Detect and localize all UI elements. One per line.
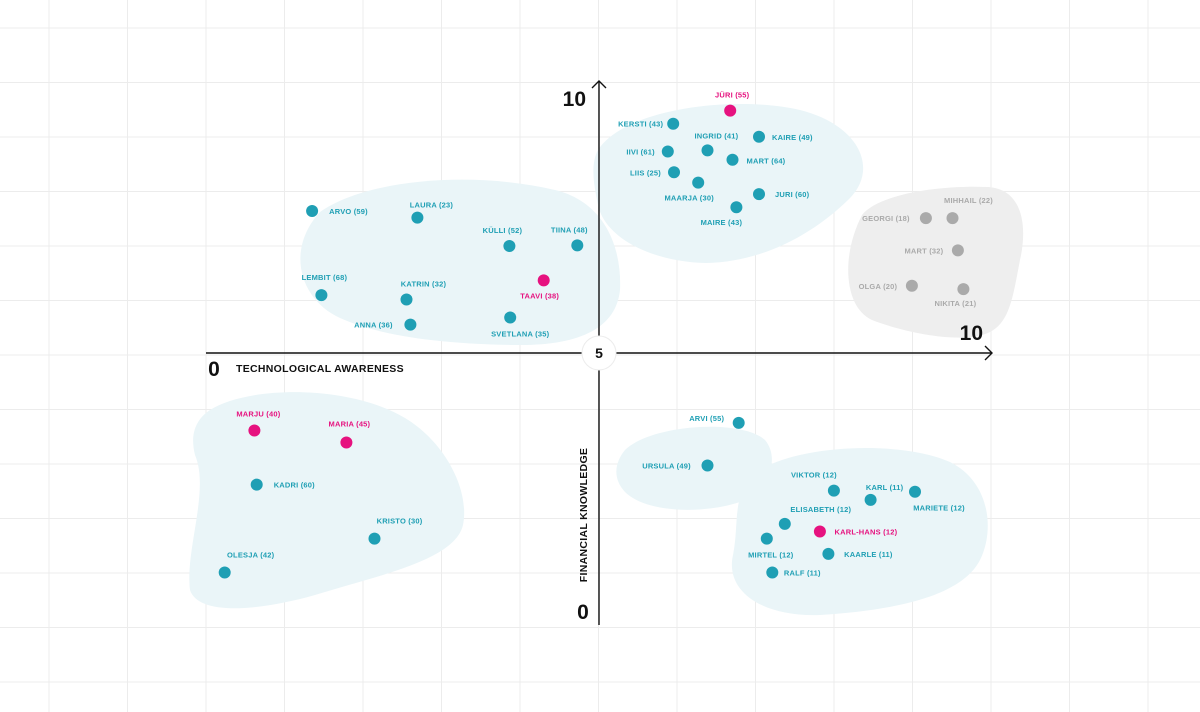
- data-point-elisabeth-12: [778, 517, 791, 530]
- data-point-marju-40: [248, 424, 261, 437]
- cluster-regions: [189, 103, 1024, 616]
- data-points: KERSTI (43) INGRID (41) KAIRE (49) IIVI (61…: [218, 91, 993, 579]
- data-point-kristo-30: [368, 532, 381, 545]
- data-label-kaire-49: KAIRE (49): [772, 133, 813, 142]
- data-point-maarja-30: [692, 176, 705, 189]
- axis-text: 10 10 0 0 TECHNOLOGICAL AWARENESS FINANC…: [208, 88, 983, 624]
- x-axis-arrowhead: [984, 345, 993, 361]
- data-label-arvi-55: ARVI (55): [689, 414, 724, 423]
- data-point-lembit-68: [315, 289, 328, 302]
- data-point-arvi-55: [732, 416, 745, 429]
- data-label-ursula-49: URSULA (49): [642, 462, 691, 471]
- data-label-kersti-43: KERSTI (43): [618, 120, 663, 129]
- cluster-top-left: [300, 179, 621, 346]
- data-point-georgi-18: [919, 212, 932, 225]
- data-point-ursula-49: [701, 459, 714, 472]
- data-point-nikita-21: [957, 283, 970, 296]
- data-label-mihhail-22: MIHHAIL (22): [944, 196, 993, 205]
- data-label-karl-hans-12: KARL-HANS (12): [834, 528, 897, 537]
- y-axis-arrowhead: [591, 80, 607, 89]
- data-label-mariete-12: MARIETE (12): [913, 504, 965, 513]
- data-label-ingrid-41: INGRID (41): [695, 131, 739, 140]
- data-label-viktor-12: VIKTOR (12): [791, 471, 837, 480]
- data-label-külli-52: KÜLLI (52): [483, 226, 523, 235]
- data-label-taavi-38: TAAVI (38): [520, 291, 559, 300]
- data-point-laura-23: [411, 211, 424, 224]
- cluster-far-right: [848, 186, 1024, 338]
- data-point-olesja-42: [218, 566, 231, 579]
- data-point-ingrid-41: [701, 144, 714, 157]
- data-label-arvo-59: ARVO (59): [329, 207, 368, 216]
- data-label-anna-36: ANNA (36): [354, 321, 393, 330]
- x-max-tick-label: 10: [960, 322, 983, 345]
- data-point-maria-45: [340, 436, 353, 449]
- data-label-mart-64: MART (64): [747, 157, 786, 166]
- data-point-liis-25: [668, 166, 680, 179]
- data-point-kaarle-11: [822, 547, 835, 560]
- data-label-kaarle-11: KAARLE (11): [844, 550, 893, 559]
- data-label-juri-60: JURI (60): [775, 190, 810, 199]
- data-point-olga-20: [905, 279, 918, 292]
- data-label-maria-45: MARIA (45): [329, 420, 371, 429]
- data-point-mirtel-12: [760, 532, 773, 545]
- data-point-viktor-12: [827, 484, 840, 497]
- data-label-liis-25: LIIS (25): [630, 168, 661, 177]
- data-point-katrin-32: [400, 293, 413, 306]
- data-label-svetlana-35: SVETLANA (35): [491, 330, 549, 339]
- data-label-jüri-55: JÜRI (55): [715, 91, 750, 100]
- data-point-külli-52: [503, 240, 516, 252]
- data-point-anna-36: [404, 318, 417, 331]
- data-label-marju-40: MARJU (40): [236, 410, 280, 419]
- y-min-tick-label: 0: [577, 601, 589, 624]
- data-label-ralf-11: RALF (11): [784, 569, 821, 578]
- data-label-nikita-21: NIKITA (21): [935, 299, 977, 308]
- data-point-karl-11: [864, 493, 877, 506]
- data-point-ralf-11: [766, 566, 779, 579]
- center-label: 5: [595, 345, 603, 361]
- cluster-bottom-left: [189, 392, 465, 609]
- data-label-karl-11: KARL (11): [866, 483, 904, 492]
- data-point-mihhail-22: [946, 212, 959, 225]
- data-point-mart-64: [726, 153, 739, 166]
- data-label-iivi-61: IIVI (61): [626, 148, 655, 157]
- data-point-kersti-43: [667, 117, 680, 130]
- data-point-juri-60: [753, 188, 765, 201]
- data-label-mart-32: MART (32): [904, 246, 943, 255]
- y-axis-title: FINANCIAL KNOWLEDGE: [578, 448, 590, 582]
- y-max-tick-label: 10: [563, 88, 586, 111]
- data-point-maire-43: [730, 201, 743, 214]
- data-label-lembit-68: LEMBIT (68): [302, 273, 348, 282]
- data-point-kaire-49: [753, 130, 765, 143]
- data-label-kadri-60: KADRI (60): [274, 481, 315, 490]
- data-point-arvo-59: [306, 205, 319, 217]
- data-point-taavi-38: [537, 274, 550, 287]
- cluster-top-right: [593, 103, 864, 263]
- data-point-mart-32: [951, 244, 964, 257]
- data-label-olga-20: OLGA (20): [859, 282, 898, 291]
- data-label-georgi-18: GEORGI (18): [862, 214, 910, 223]
- cluster-bottom-center: [616, 426, 772, 510]
- data-label-mirtel-12: MIRTEL (12): [748, 551, 794, 560]
- x-min-tick-label: 0: [208, 358, 220, 381]
- data-label-laura-23: LAURA (23): [410, 201, 454, 210]
- data-point-iivi-61: [661, 145, 674, 158]
- center-badge: [581, 335, 617, 371]
- data-point-svetlana-35: [504, 311, 517, 324]
- data-label-kristo-30: KRISTO (30): [377, 517, 423, 526]
- data-point-karl-hans-12: [813, 525, 826, 538]
- data-label-tiina-48: TIINA (48): [551, 225, 588, 234]
- data-label-maarja-30: MAARJA (30): [664, 194, 714, 203]
- data-label-maire-43: MAIRE (43): [701, 218, 743, 227]
- data-label-elisabeth-12: ELISABETH (12): [790, 505, 851, 514]
- data-point-jüri-55: [724, 104, 737, 117]
- data-point-tiina-48: [571, 239, 584, 252]
- data-label-olesja-42: OLESJA (42): [227, 551, 275, 560]
- x-axis-title: TECHNOLOGICAL AWARENESS: [236, 363, 404, 375]
- data-point-kadri-60: [250, 478, 263, 491]
- data-point-mariete-12: [909, 485, 921, 498]
- data-label-katrin-32: KATRIN (32): [401, 280, 447, 289]
- cluster-bottom-right: [731, 448, 988, 616]
